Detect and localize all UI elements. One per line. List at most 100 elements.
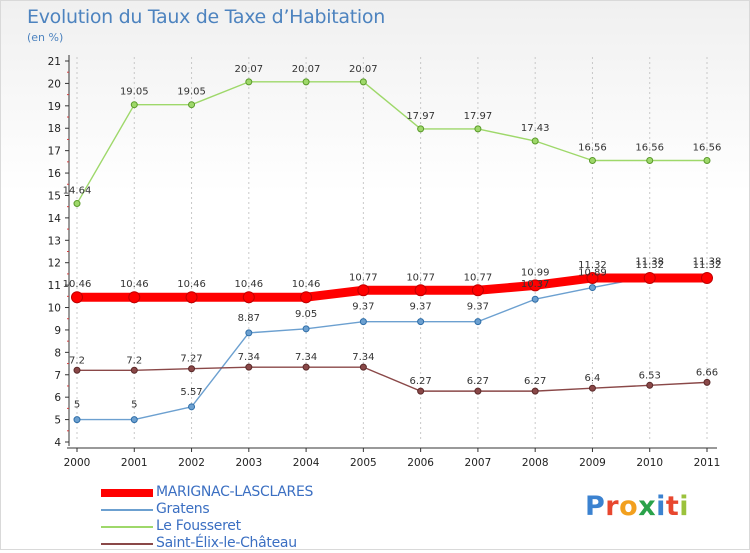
data-point — [531, 295, 539, 303]
data-label: 6.53 — [639, 370, 661, 381]
data-point — [417, 387, 425, 395]
data-point — [474, 125, 482, 133]
x-axis-ticks: 2000 2001 2002 2003 2004 2005 2006 2007 2008 2009… — [64, 448, 720, 469]
data-point — [185, 291, 198, 304]
x-tick-label: 2000 — [64, 457, 91, 469]
data-point — [302, 78, 310, 86]
legend-label: MARIGNAC-LASCLARES — [156, 484, 314, 500]
y-tick-label: 16 — [48, 168, 62, 180]
data-point — [643, 271, 656, 284]
series-line-saint-lix-le-ch-teau — [76, 366, 708, 392]
y-tick-label: 4 — [54, 437, 61, 449]
chart-title: Evolution du Taux de Taxe d’Habitation — [27, 6, 385, 28]
data-point — [73, 366, 81, 374]
data-label: 10.46 — [120, 279, 149, 290]
legend-label: Gratens — [156, 501, 210, 517]
logo-letter: i — [656, 491, 666, 522]
data-label: 6.66 — [696, 367, 718, 378]
data-point — [529, 279, 542, 292]
data-point — [474, 318, 482, 326]
data-label: 7.34 — [352, 352, 374, 363]
data-label: 10.46 — [177, 279, 206, 290]
data-point — [588, 157, 596, 165]
y-tick-label: 11 — [48, 280, 61, 292]
data-label: 16.56 — [693, 143, 722, 154]
data-point — [245, 329, 253, 337]
data-point — [130, 101, 138, 109]
data-point — [73, 200, 81, 208]
data-label: 11.32 — [578, 260, 607, 271]
logo-letter: x — [638, 491, 657, 522]
data-label: 7.2 — [126, 355, 142, 366]
x-tick-label: 2009 — [579, 457, 606, 469]
data-label: 10.37 — [521, 279, 550, 290]
series-line-le-fousseret — [76, 81, 708, 205]
data-point — [586, 271, 599, 284]
y-tick-label: 13 — [48, 235, 61, 247]
data-label: 9.37 — [467, 302, 489, 313]
data-point — [646, 157, 654, 165]
data-label: 5 — [131, 400, 137, 411]
data-label: 6.27 — [410, 376, 432, 387]
y-tick-label: 14 — [48, 213, 62, 225]
data-label: 19.05 — [177, 87, 206, 98]
data-point — [359, 78, 367, 86]
grid-lines — [76, 57, 708, 442]
data-point — [130, 366, 138, 374]
x-tick-label: 2005 — [350, 457, 377, 469]
data-point — [701, 271, 713, 284]
data-label: 6.27 — [524, 376, 546, 387]
proxiti-logo: Proxiti — [585, 491, 689, 522]
y-tick-label: 20 — [48, 78, 61, 90]
data-label: 7.34 — [238, 352, 260, 363]
data-point — [242, 291, 255, 304]
y-tick-label: 17 — [48, 146, 61, 158]
data-labels-layer: 5 55.578.87 9.059.37 9.37 9.3710.3710.8911.3… — [63, 64, 722, 411]
data-point — [646, 381, 654, 389]
data-point — [471, 284, 484, 297]
data-label: 8.87 — [238, 313, 260, 324]
data-label: 14.64 — [63, 186, 92, 197]
y-tick-label: 8 — [54, 347, 61, 359]
x-tick-label: 2004 — [293, 457, 320, 469]
data-point — [414, 284, 427, 297]
data-point — [128, 291, 141, 304]
y-tick-label: 7 — [54, 370, 61, 382]
legend-swatch — [101, 509, 153, 511]
x-tick-label: 2008 — [522, 457, 549, 469]
data-point — [302, 325, 310, 333]
y-tick-label: 5 — [54, 415, 61, 427]
data-point — [188, 403, 196, 411]
data-label: 20.07 — [292, 64, 321, 75]
data-label: 17.43 — [521, 123, 550, 134]
data-label: 7.34 — [295, 352, 317, 363]
data-label: 10.46 — [63, 279, 92, 290]
legend-label: Le Fousseret — [156, 518, 241, 534]
series-line-marignac-lasclares — [72, 273, 712, 302]
data-label: 6.4 — [585, 373, 601, 384]
data-point — [531, 387, 539, 395]
data-label: 9.37 — [410, 302, 432, 313]
data-point — [588, 384, 596, 392]
data-label: 11.32 — [693, 260, 722, 271]
data-point — [302, 363, 310, 371]
data-point — [245, 363, 253, 371]
data-point — [300, 291, 313, 304]
y-tick-label: 21 — [48, 56, 61, 68]
data-label: 7.27 — [180, 354, 202, 365]
y-tick-label: 9 — [54, 325, 61, 337]
data-label: 17.97 — [406, 111, 435, 122]
data-point — [71, 291, 83, 304]
x-tick-label: 2010 — [636, 457, 663, 469]
data-label: 19.05 — [120, 87, 149, 98]
data-label: 10.77 — [406, 272, 435, 283]
x-tick-label: 2001 — [121, 457, 148, 469]
data-label: 5.57 — [180, 387, 202, 398]
data-label: 10.99 — [521, 267, 550, 278]
data-point — [588, 284, 596, 292]
data-point — [130, 416, 138, 424]
data-label: 20.07 — [349, 64, 378, 75]
data-point — [359, 363, 367, 371]
